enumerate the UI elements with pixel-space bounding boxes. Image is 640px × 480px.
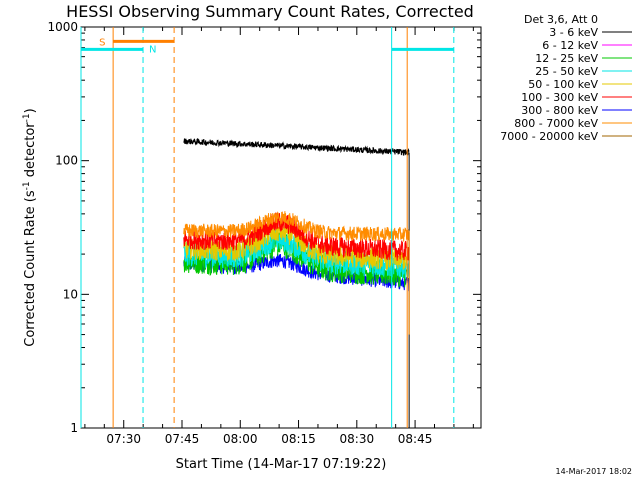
y-axis-label: Corrected Count Rate (s-1 detector-1) bbox=[22, 108, 38, 346]
y-tick-label: 1000 bbox=[47, 20, 78, 34]
legend-entry: 7000 - 20000 keV bbox=[500, 130, 598, 143]
y-tick-label: 100 bbox=[55, 154, 78, 168]
y-tick-label: 10 bbox=[63, 287, 78, 301]
legend-entry: 25 - 50 keV bbox=[535, 65, 598, 78]
legend-entry: 6 - 12 keV bbox=[542, 39, 598, 52]
legend-entry: 3 - 6 keV bbox=[549, 26, 598, 39]
y-tick-label: 1 bbox=[70, 421, 78, 435]
legend-entry: 800 - 7000 keV bbox=[514, 117, 598, 130]
x-tick-label: 07:45 bbox=[165, 432, 200, 446]
series-line bbox=[183, 211, 410, 242]
x-tick-label: 08:45 bbox=[398, 432, 433, 446]
legend-entry: 300 - 800 keV bbox=[521, 104, 598, 117]
timestamp: 14-Mar-2017 18:02 bbox=[555, 467, 633, 476]
legend-entry: 12 - 25 keV bbox=[535, 52, 598, 65]
chart-title: HESSI Observing Summary Count Rates, Cor… bbox=[66, 2, 474, 21]
legend-entry: 50 - 100 keV bbox=[528, 78, 598, 91]
legend-header: Det 3,6, Att 0 bbox=[524, 13, 598, 26]
x-tick-label: 08:30 bbox=[340, 432, 375, 446]
legend-entry: 100 - 300 keV bbox=[521, 91, 598, 104]
night-label: N bbox=[149, 44, 156, 55]
x-tick-label: 08:00 bbox=[223, 432, 258, 446]
series-line bbox=[183, 221, 410, 270]
series-line bbox=[183, 138, 410, 156]
x-axis-label: Start Time (14-Mar-17 07:19:22) bbox=[176, 457, 387, 472]
x-tick-label: 07:30 bbox=[106, 432, 141, 446]
saa-label: S bbox=[99, 37, 105, 48]
series-line bbox=[183, 212, 410, 261]
x-tick-label: 08:15 bbox=[281, 432, 316, 446]
